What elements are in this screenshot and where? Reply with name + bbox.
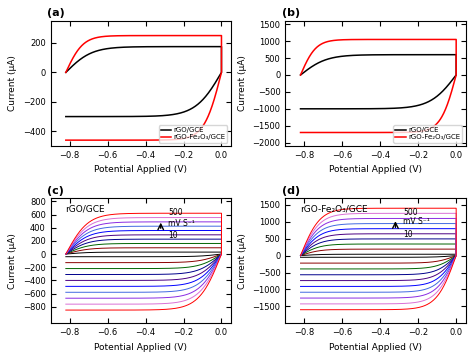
rGO/GCE [339, 54, 345, 58]
rGO/GCE [453, 53, 459, 57]
Y-axis label: Current (μA): Current (μA) [238, 233, 247, 289]
rGO/GCE [63, 70, 69, 75]
rGO/GCE [298, 73, 303, 77]
rGO-Fe₂O₃/GCE [204, 117, 210, 121]
rGO/GCE [298, 107, 303, 111]
rGO-Fe₂O₃/GCE [339, 38, 345, 42]
Legend: rGO/GCE, rGO-Fe₂O₃/GCE: rGO/GCE, rGO-Fe₂O₃/GCE [393, 125, 462, 143]
rGO-Fe₂O₃/GCE [453, 37, 459, 42]
Legend: rGO/GCE, rGO-Fe₂O₃/GCE: rGO/GCE, rGO-Fe₂O₃/GCE [159, 125, 228, 143]
X-axis label: Potential Applied (V): Potential Applied (V) [94, 166, 187, 175]
rGO-Fe₂O₃/GCE [63, 138, 69, 142]
Text: (b): (b) [282, 8, 300, 18]
Line: rGO/GCE: rGO/GCE [66, 47, 221, 117]
rGO-Fe₂O₃/GCE [298, 73, 303, 77]
Text: 500: 500 [403, 208, 418, 217]
Text: (a): (a) [47, 8, 65, 18]
Text: 10: 10 [403, 230, 413, 239]
rGO-Fe₂O₃/GCE [445, 100, 451, 104]
Line: rGO-Fe₂O₃/GCE: rGO-Fe₂O₃/GCE [66, 36, 221, 140]
Text: (d): (d) [282, 185, 300, 195]
rGO-Fe₂O₃/GCE [298, 130, 303, 135]
Text: mV S⁻¹: mV S⁻¹ [403, 217, 430, 226]
Text: 10: 10 [168, 231, 178, 240]
Text: mV S⁻¹: mV S⁻¹ [168, 219, 195, 228]
X-axis label: Potential Applied (V): Potential Applied (V) [329, 166, 422, 175]
Y-axis label: Current (μA): Current (μA) [238, 55, 247, 111]
rGO/GCE [204, 93, 210, 97]
rGO-Fe₂O₃/GCE [168, 33, 173, 38]
rGO-Fe₂O₃/GCE [433, 37, 438, 42]
Line: rGO/GCE: rGO/GCE [301, 55, 456, 109]
rGO/GCE [445, 83, 451, 87]
rGO/GCE [116, 45, 121, 50]
Text: rGO/GCE: rGO/GCE [65, 204, 105, 213]
rGO-Fe₂O₃/GCE [104, 34, 110, 39]
Text: (c): (c) [47, 185, 64, 195]
X-axis label: Potential Applied (V): Potential Applied (V) [94, 343, 187, 352]
Text: rGO-Fe₂O₃/GCE: rGO-Fe₂O₃/GCE [300, 204, 367, 213]
rGO-Fe₂O₃/GCE [439, 115, 445, 119]
rGO/GCE [433, 53, 438, 57]
Y-axis label: Current (μA): Current (μA) [9, 55, 18, 111]
rGO/GCE [219, 45, 224, 49]
X-axis label: Potential Applied (V): Potential Applied (V) [329, 343, 422, 352]
Line: rGO-Fe₂O₃/GCE: rGO-Fe₂O₃/GCE [301, 40, 456, 132]
rGO-Fe₂O₃/GCE [210, 100, 216, 104]
rGO-Fe₂O₃/GCE [350, 37, 356, 42]
rGO/GCE [402, 53, 408, 57]
rGO/GCE [439, 90, 445, 94]
Text: 500: 500 [168, 208, 183, 217]
rGO-Fe₂O₃/GCE [116, 33, 121, 38]
rGO/GCE [63, 114, 69, 119]
rGO-Fe₂O₃/GCE [402, 37, 408, 42]
rGO-Fe₂O₃/GCE [219, 33, 224, 38]
rGO/GCE [104, 46, 110, 51]
rGO/GCE [168, 45, 173, 49]
rGO/GCE [210, 84, 216, 88]
rGO/GCE [198, 45, 204, 49]
rGO-Fe₂O₃/GCE [63, 70, 69, 75]
Y-axis label: Current (μA): Current (μA) [9, 233, 18, 289]
rGO/GCE [350, 53, 356, 58]
rGO-Fe₂O₃/GCE [198, 33, 204, 38]
